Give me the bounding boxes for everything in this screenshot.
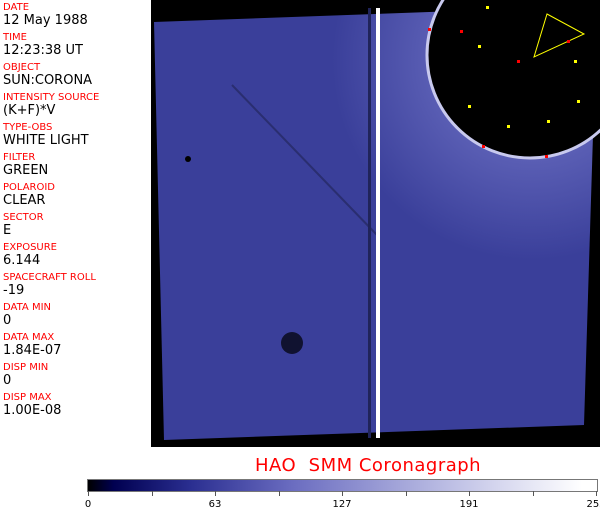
colorbar-tick [151, 491, 153, 496]
colorbar-tick [469, 491, 470, 496]
colorbar-tick [596, 491, 597, 496]
field-label: DATA MIN [3, 302, 51, 313]
colorbar-tick [88, 491, 89, 496]
colorbar-tick [342, 491, 343, 496]
field-label: TIME [3, 32, 28, 43]
field-value: 0 [3, 373, 12, 388]
colorbar-tick-label: 255 [586, 499, 600, 510]
field-value: E [3, 223, 12, 238]
field-value: WHITE LIGHT [3, 133, 89, 148]
metadata-panel: DATE 12 May 1988 TIME 12:23:38 UT OBJECT SUN:… [0, 0, 152, 447]
field-value: 6.144 [3, 253, 41, 268]
field-value: (K+F)*V [3, 103, 56, 118]
field-label: DATA MAX [3, 332, 55, 343]
colorbar-tick [532, 491, 534, 496]
field-label: OBJECT [3, 62, 41, 73]
colorbar-tick-label: 191 [459, 499, 479, 510]
field-label: TYPE-OBS [3, 122, 53, 133]
field-value: 12 May 1988 [3, 13, 88, 28]
colorbar-tick-label: 127 [332, 499, 352, 510]
coronagraph-svg [154, 0, 600, 440]
field-value: 1.00E-08 [3, 403, 62, 418]
colorbar-tick-label: 0 [84, 499, 92, 510]
field-label: INTENSITY SOURCE [3, 92, 100, 103]
field-label: DISP MAX [3, 392, 52, 403]
field-label: FILTER [3, 152, 36, 163]
field-label: DATE [3, 2, 30, 13]
coronagraph-image [152, 0, 600, 447]
field-value: 1.84E-07 [3, 343, 62, 358]
field-value: SUN:CORONA [3, 73, 93, 88]
field-value: GREEN [3, 163, 49, 178]
field-label: EXPOSURE [3, 242, 58, 253]
field-value: 0 [3, 313, 12, 328]
instrument-title: HAO SMM Coronagraph [255, 455, 482, 476]
field-value: 12:23:38 UT [3, 43, 83, 58]
field-value: CLEAR [3, 193, 46, 208]
colorbar-tick [405, 491, 407, 496]
field-label: DISP MIN [3, 362, 49, 373]
colorbar-tick [215, 491, 216, 496]
field-label: SPACECRAFT ROLL [3, 272, 96, 283]
field-label: POLAROID [3, 182, 56, 193]
field-label: SECTOR [3, 212, 44, 223]
field-value: -19 [3, 283, 25, 298]
colorbar-tick [278, 491, 280, 496]
colorbar-tick-label: 63 [208, 499, 222, 510]
